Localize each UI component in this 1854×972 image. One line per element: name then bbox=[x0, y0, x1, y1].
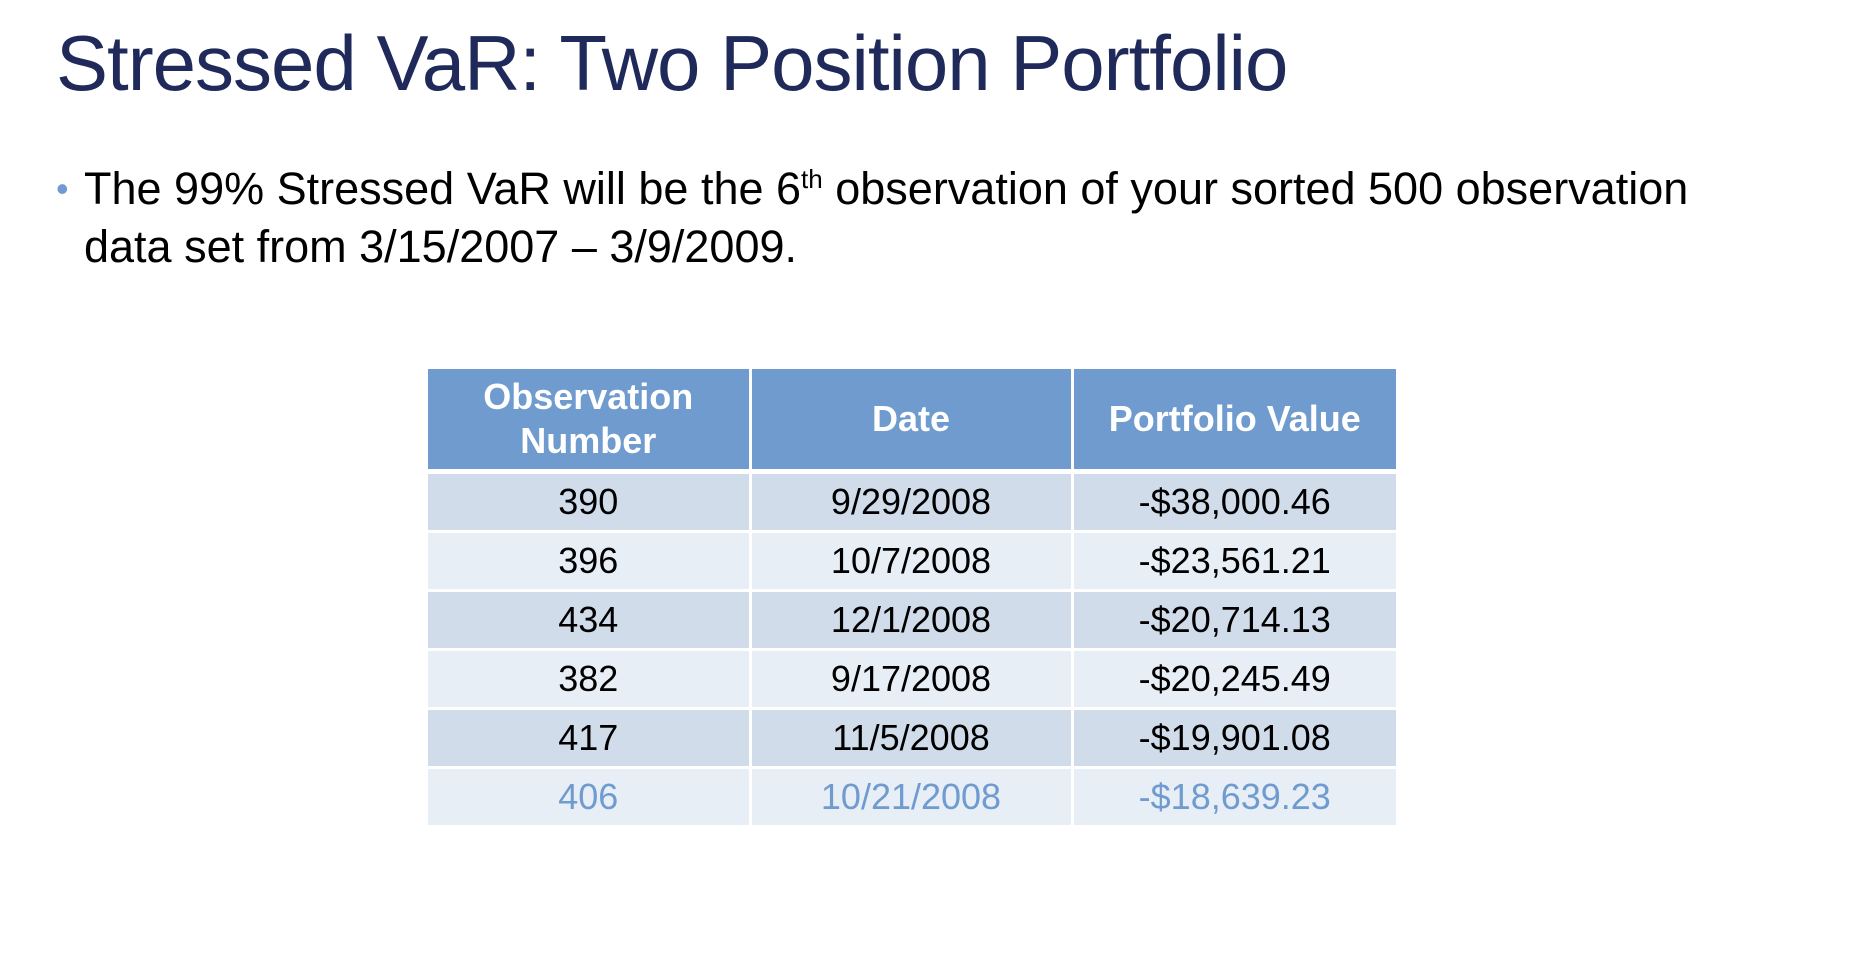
bullet-text-end: observation of your sorted 500 observati… bbox=[84, 163, 1689, 272]
cell-date: 10/21/2008 bbox=[750, 767, 1074, 828]
bullet-text: The 99% Stressed VaR will be the 6th obs… bbox=[84, 160, 1706, 276]
header-date: Date bbox=[750, 369, 1074, 474]
table-row: 390 9/29/2008 -$38,000.46 bbox=[428, 471, 1396, 533]
cell-observation-number: 390 bbox=[428, 471, 752, 533]
cell-observation-number: 396 bbox=[428, 531, 752, 592]
cell-portfolio-value: -$19,901.08 bbox=[1072, 708, 1396, 769]
bullet-text-start: The 99% Stressed VaR will be the 6 bbox=[84, 163, 802, 214]
observation-table-container: Observation Number Date Portfolio Value … bbox=[428, 369, 1396, 828]
cell-observation-number: 417 bbox=[428, 708, 752, 769]
table-header-row: Observation Number Date Portfolio Value bbox=[428, 369, 1396, 474]
table-row: 417 11/5/2008 -$19,901.08 bbox=[428, 708, 1396, 769]
cell-portfolio-value: -$23,561.21 bbox=[1072, 531, 1396, 592]
cell-date: 9/29/2008 bbox=[750, 471, 1074, 533]
slide-title: Stressed VaR: Two Position Portfolio bbox=[56, 19, 1288, 107]
cell-portfolio-value: -$20,245.49 bbox=[1072, 649, 1396, 710]
table-row: 406 10/21/2008 -$18,639.23 bbox=[428, 767, 1396, 828]
cell-date: 10/7/2008 bbox=[750, 531, 1074, 592]
cell-portfolio-value: -$38,000.46 bbox=[1072, 471, 1396, 533]
table-row: 396 10/7/2008 -$23,561.21 bbox=[428, 531, 1396, 592]
header-observation-number: Observation Number bbox=[428, 369, 752, 474]
bullet-point: • The 99% Stressed VaR will be the 6th o… bbox=[56, 160, 1706, 276]
cell-observation-number: 382 bbox=[428, 649, 752, 710]
table-row: 382 9/17/2008 -$20,245.49 bbox=[428, 649, 1396, 710]
table-body: 390 9/29/2008 -$38,000.46 396 10/7/2008 -$23,… bbox=[428, 471, 1396, 828]
cell-observation-number: 434 bbox=[428, 590, 752, 651]
cell-portfolio-value: -$18,639.23 bbox=[1072, 767, 1396, 828]
table-row: 434 12/1/2008 -$20,714.13 bbox=[428, 590, 1396, 651]
cell-portfolio-value: -$20,714.13 bbox=[1072, 590, 1396, 651]
observation-table: Observation Number Date Portfolio Value … bbox=[428, 369, 1396, 828]
cell-date: 11/5/2008 bbox=[750, 708, 1074, 769]
bullet-dot-icon: • bbox=[56, 168, 69, 209]
bullet-superscript: th bbox=[801, 164, 823, 194]
cell-date: 9/17/2008 bbox=[750, 649, 1074, 710]
cell-date: 12/1/2008 bbox=[750, 590, 1074, 651]
header-portfolio-value: Portfolio Value bbox=[1072, 369, 1396, 474]
cell-observation-number: 406 bbox=[428, 767, 752, 828]
